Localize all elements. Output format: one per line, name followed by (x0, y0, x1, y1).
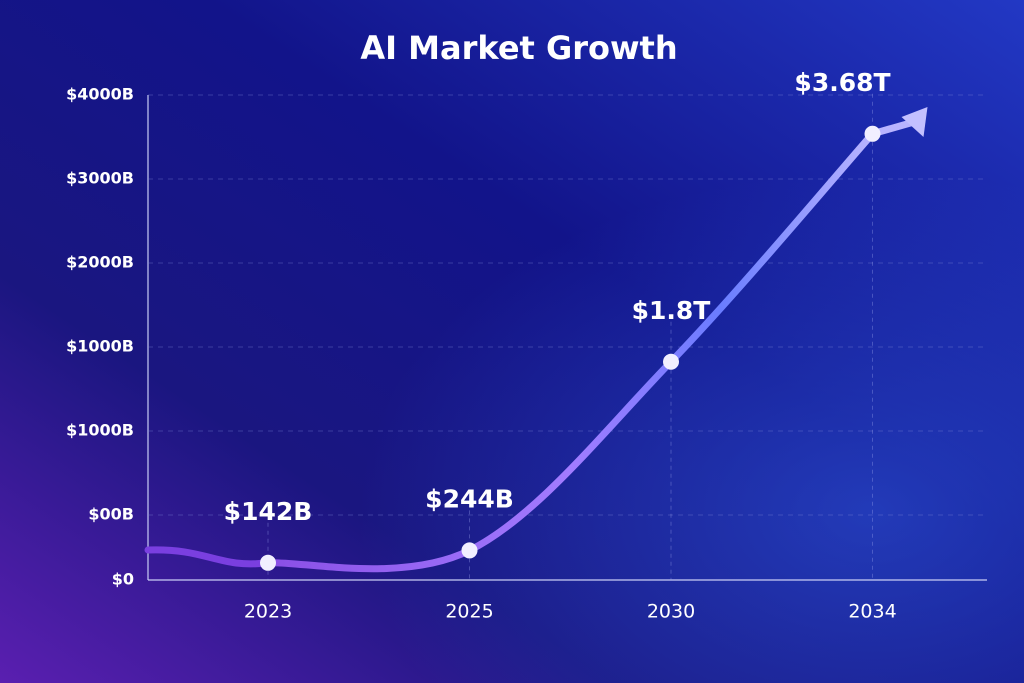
value-label: $142B (224, 497, 313, 526)
y-tick-label: $3000B (66, 169, 134, 188)
y-tick-label: $2000B (66, 253, 134, 272)
y-tick-label: $00B (88, 505, 134, 524)
chart-title: AI Market Growth (360, 29, 677, 67)
arrow-head (901, 107, 928, 137)
x-tick-label: 2030 (647, 601, 695, 623)
point (663, 353, 679, 370)
value-label: $244B (425, 484, 514, 513)
point (260, 554, 276, 571)
x-tick-label: 2034 (848, 601, 896, 623)
y-tick-label: $0 (112, 570, 134, 589)
x-tick-label: 2023 (244, 601, 292, 623)
x-tick-label: 2025 (445, 601, 493, 623)
y-tick-label: $1000B (66, 337, 134, 356)
point (461, 542, 478, 559)
line-tail (144, 546, 272, 568)
y-tick-label: $1000B (66, 421, 134, 440)
line (264, 130, 876, 573)
value-label: $1.8T (632, 296, 711, 325)
value-label: $3.68T (794, 68, 890, 97)
point (864, 125, 881, 142)
y-tick-label: $4000B (66, 85, 134, 104)
